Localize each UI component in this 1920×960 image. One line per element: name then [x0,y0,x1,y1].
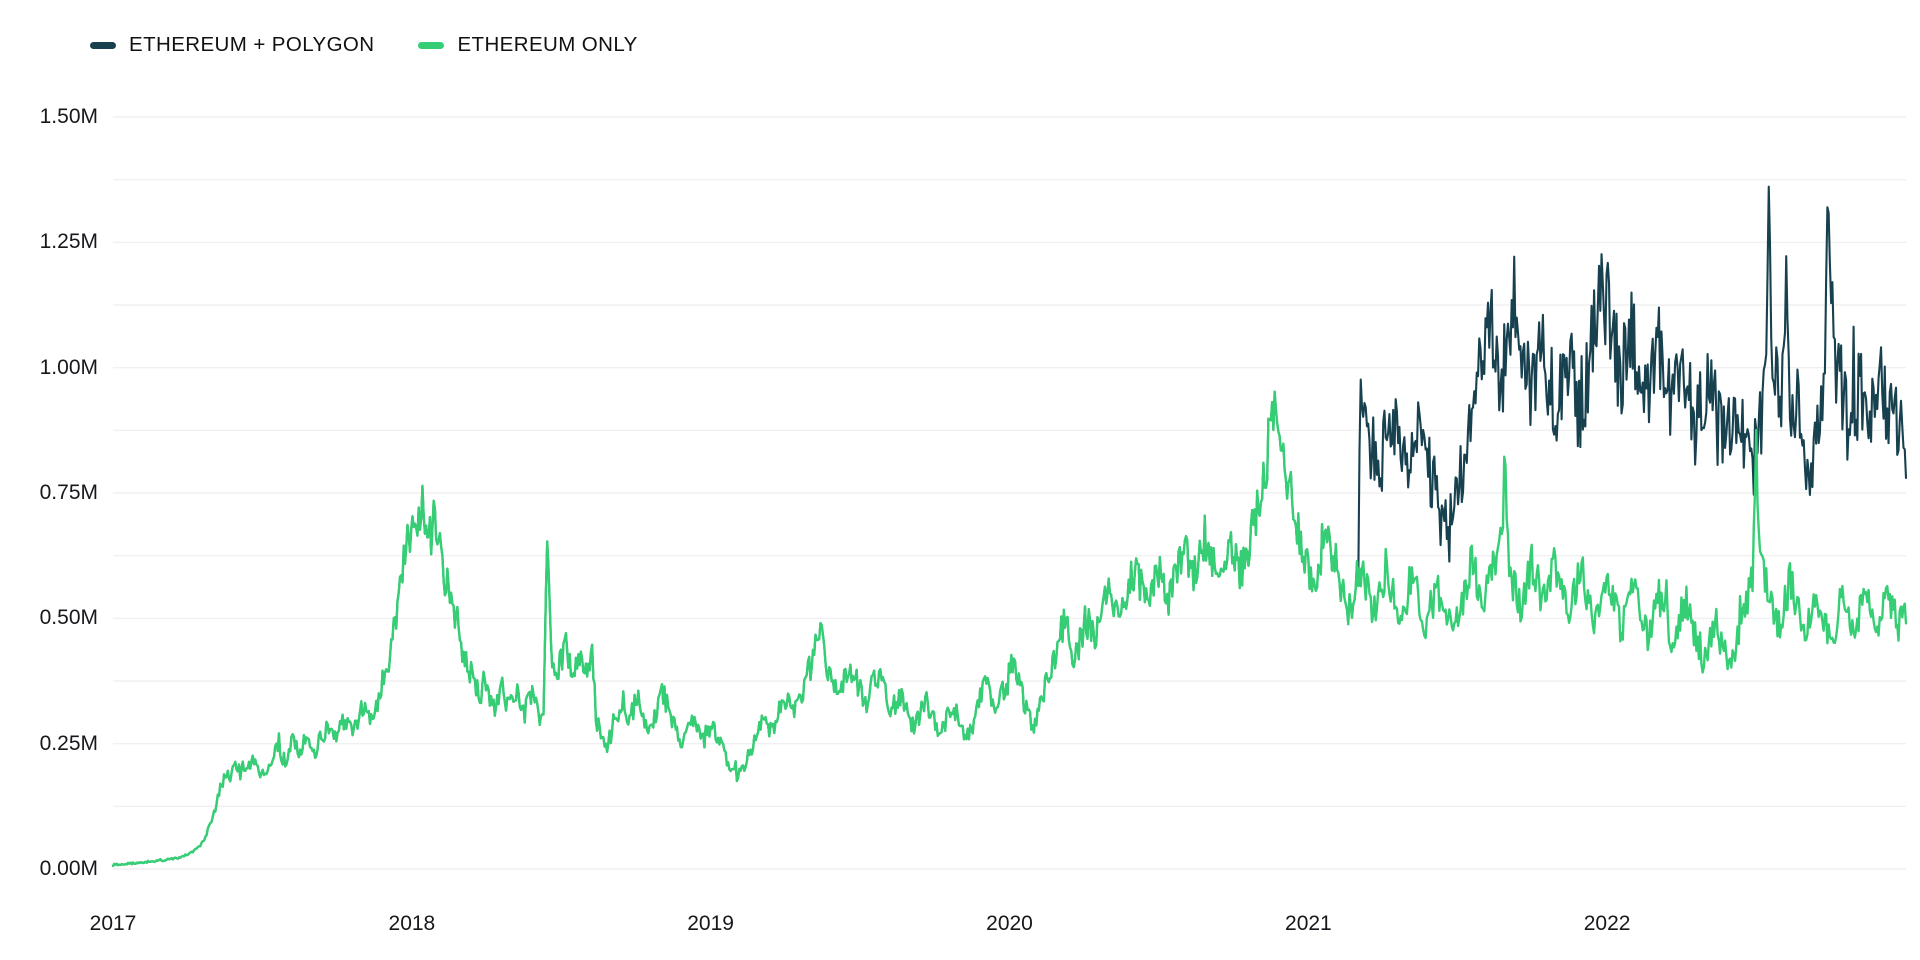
y-axis-tick-label: 0.50M [39,606,98,630]
chart-legend: ETHEREUM + POLYGON ETHEREUM ONLY [90,28,638,62]
y-axis-tick-label: 1.25M [39,230,98,254]
series-line-ethereum-only [111,390,1908,868]
x-axis-tick-label: 2018 [388,912,436,935]
legend-item-ethereum-only[interactable]: ETHEREUM ONLY [418,33,637,57]
legend-item-ethereum-polygon[interactable]: ETHEREUM + POLYGON [90,33,374,57]
y-axis-tick-label: 1.50M [39,105,98,128]
y-axis-tick-label: 0.00M [39,857,98,880]
gridlines [113,116,1906,870]
y-axis-tick-label: 0.25M [39,731,98,755]
line-swatch-icon [90,41,116,49]
x-axis-tick-label: 2020 [986,912,1033,935]
y-axis: 0.00M 0.25M 0.50M 0.75M 1.00M 1.25M 1.50M [0,0,98,960]
legend-label-ethereum-polygon: ETHEREUM + POLYGON [129,33,375,56]
x-axis-tick-label: 2019 [687,912,734,935]
x-axis-tick-label: 2021 [1285,912,1332,935]
y-axis-tick-label: 1.00M [39,355,98,379]
line-swatch-icon [418,41,445,49]
y-axis-tick-label: 0.75M [39,481,98,504]
legend-label-ethereum-only: ETHEREUM ONLY [457,33,638,56]
x-axis-tick-label: 2022 [1583,912,1631,935]
x-axis-tick-label: 2017 [89,912,137,935]
